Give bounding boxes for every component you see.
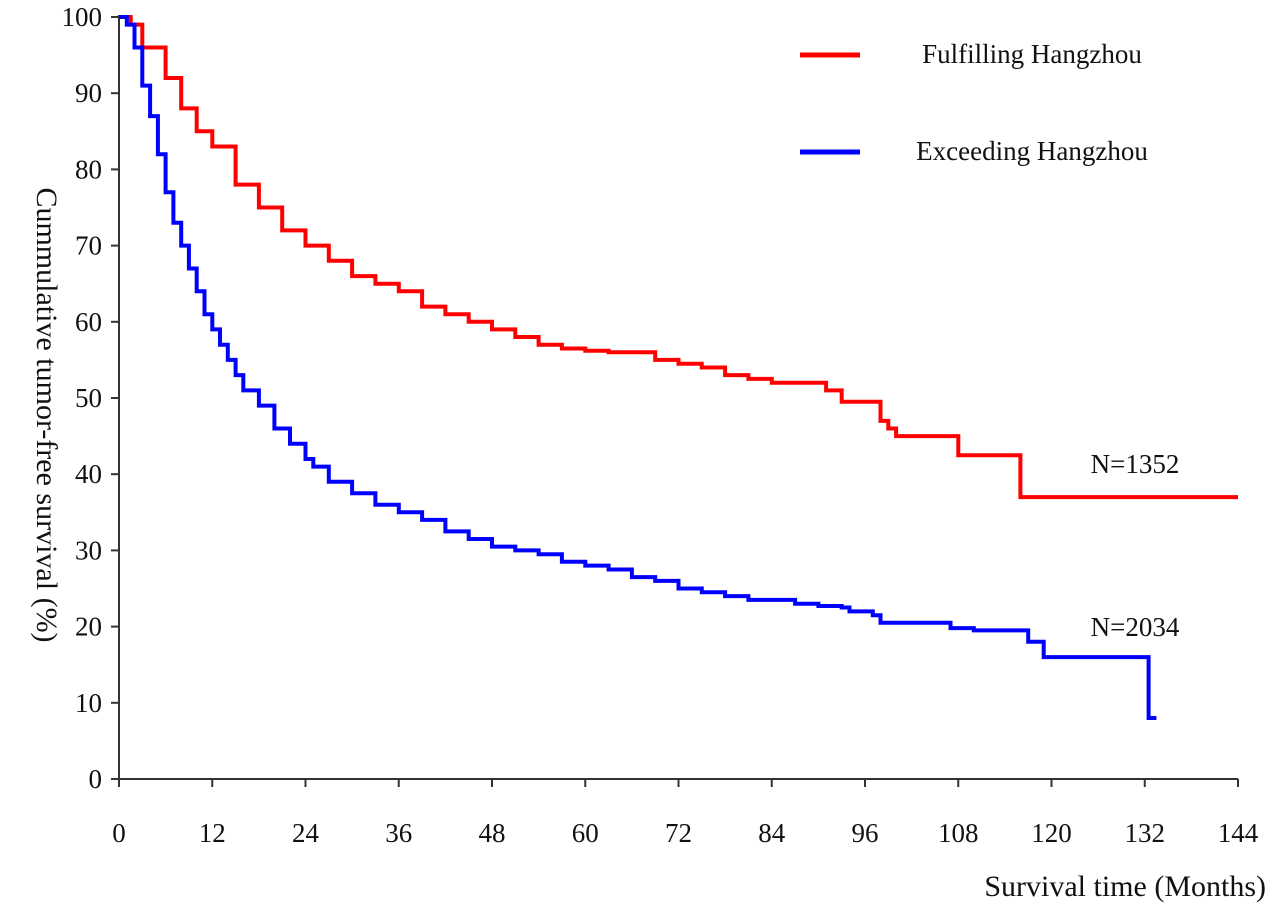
y-tick-label: 50 bbox=[75, 383, 102, 413]
legend-label-exceeding-hangzhou: Exceeding Hangzhou bbox=[916, 136, 1148, 166]
y-tick-label: 90 bbox=[75, 78, 102, 108]
x-tick-label: 96 bbox=[852, 818, 879, 848]
x-tick-label: 12 bbox=[199, 818, 226, 848]
x-tick-label: 72 bbox=[665, 818, 692, 848]
y-ticks: 0 10 20 30 40 50 60 70 80 90 100 bbox=[62, 2, 119, 794]
y-tick-label: 10 bbox=[75, 688, 102, 718]
x-ticks: 0 12 24 36 48 60 72 84 96 108 120 132 144 bbox=[112, 779, 1259, 848]
y-tick-label: 80 bbox=[75, 154, 102, 184]
x-axis-title: Survival time (Months) bbox=[984, 870, 1266, 903]
x-tick-label: 84 bbox=[758, 818, 786, 848]
x-tick-label: 60 bbox=[572, 818, 599, 848]
x-tick-label: 120 bbox=[1031, 818, 1072, 848]
axes bbox=[118, 15, 1238, 780]
x-tick-label: 24 bbox=[292, 818, 320, 848]
y-tick-label: 30 bbox=[75, 535, 102, 565]
x-tick-label: 132 bbox=[1125, 818, 1166, 848]
legend: Fulfilling Hangzhou Exceeding Hangzhou bbox=[800, 39, 1148, 166]
x-tick-label: 108 bbox=[938, 818, 979, 848]
x-tick-label: 144 bbox=[1218, 818, 1259, 848]
x-tick-label: 48 bbox=[479, 818, 506, 848]
y-tick-label: 20 bbox=[75, 612, 102, 642]
y-tick-label: 40 bbox=[75, 459, 102, 489]
x-tick-label: 36 bbox=[385, 818, 412, 848]
y-tick-label: 0 bbox=[89, 764, 103, 794]
x-tick-label: 0 bbox=[112, 818, 126, 848]
annotation-fulfilling-hangzhou: N=1352 bbox=[1091, 449, 1180, 479]
y-tick-label: 70 bbox=[75, 231, 102, 261]
y-tick-label: 100 bbox=[62, 2, 103, 32]
survival-curves bbox=[119, 15, 1238, 720]
curve-annotations: N=1352 N=2034 bbox=[1091, 449, 1180, 642]
y-tick-label: 60 bbox=[75, 307, 102, 337]
annotation-exceeding-hangzhou: N=2034 bbox=[1091, 612, 1180, 642]
curve-fulfilling-hangzhou bbox=[119, 15, 1238, 500]
curve-exceeding-hangzhou bbox=[119, 15, 1157, 720]
legend-label-fulfilling-hangzhou: Fulfilling Hangzhou bbox=[922, 39, 1142, 69]
y-axis-title: Cummulative tumor-free survival (%) bbox=[30, 187, 63, 642]
